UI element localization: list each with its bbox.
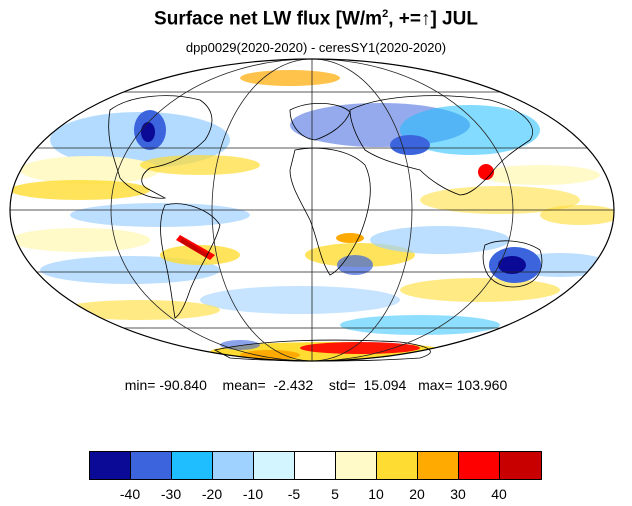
colorbar-label: -30 bbox=[160, 486, 182, 502]
map-subtitle: dpp0029(2020-2020) - ceresSY1(2020-2020) bbox=[185, 40, 447, 55]
colorbar-box-4 bbox=[254, 452, 295, 479]
colorbar-box-0 bbox=[90, 452, 131, 479]
statistics-line: min= -90.840 mean= -2.432 std= 15.094 ma… bbox=[0, 377, 632, 393]
map-title: Surface net LW flux [W/m2, +=↑] JUL bbox=[0, 8, 632, 30]
colorbar-label: -10 bbox=[242, 486, 264, 502]
stat-std: std= 15.094 bbox=[328, 377, 407, 393]
colorbar-box-7 bbox=[377, 452, 418, 479]
colorbar-label: -40 bbox=[119, 486, 141, 502]
colorbar-label: 20 bbox=[409, 486, 425, 502]
colorbar-box-3 bbox=[213, 452, 254, 479]
colorbar-box-6 bbox=[336, 452, 377, 479]
colorbar-label: 30 bbox=[450, 486, 466, 502]
colorbar-box-10 bbox=[500, 452, 541, 479]
colorbar-label: 5 bbox=[331, 486, 339, 502]
colorbar-label: -5 bbox=[287, 486, 301, 502]
mollweide-map bbox=[9, 58, 615, 362]
colorbar-label: 40 bbox=[491, 486, 507, 502]
colorbar-box-8 bbox=[418, 452, 459, 479]
stat-max: max= 103.960 bbox=[418, 377, 508, 393]
stat-min: min= -90.840 bbox=[124, 377, 207, 393]
colorbar-box-1 bbox=[131, 452, 172, 479]
title-suffix: , +=↑] JUL bbox=[388, 8, 478, 30]
title-text: Surface net LW flux [W/m bbox=[154, 8, 383, 30]
colorbar-box-9 bbox=[459, 452, 500, 479]
colorbar-box-5 bbox=[295, 452, 336, 479]
title-superscript: 2 bbox=[382, 8, 389, 20]
stat-mean: mean= -2.432 bbox=[222, 377, 314, 393]
colorbar-box-2 bbox=[172, 452, 213, 479]
map-outline bbox=[9, 58, 615, 362]
colorbar-label: -20 bbox=[201, 486, 223, 502]
colorbar bbox=[89, 451, 542, 480]
colorbar-label: 10 bbox=[368, 486, 384, 502]
